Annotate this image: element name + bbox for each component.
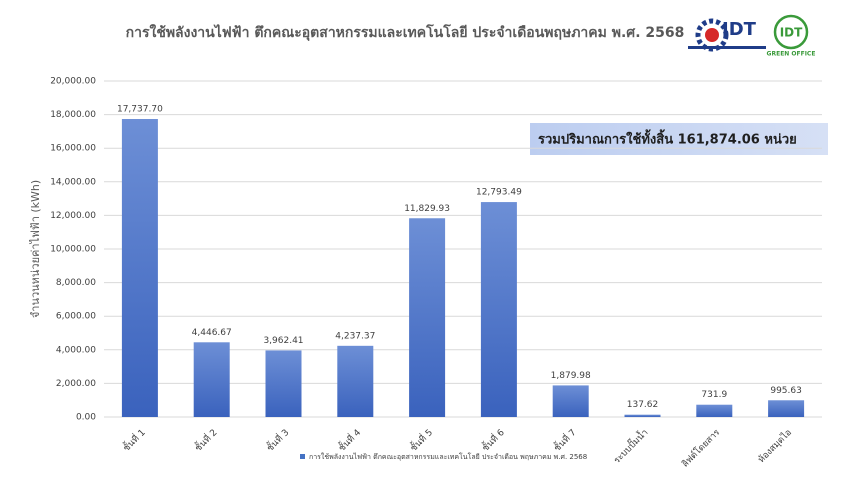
y-tick-label: 18,000.00: [50, 110, 96, 120]
x-tick-label: ชั้นที่ 6: [479, 426, 507, 454]
y-tick-label: 6,000.00: [56, 312, 96, 322]
x-tick-label: ชั้นที่ 5: [407, 426, 435, 454]
x-tick-label: ชั้นที่ 4: [335, 426, 363, 454]
value-label: 731.9: [701, 390, 727, 400]
annotation-box: [530, 123, 828, 155]
y-tick-label: 10,000.00: [50, 245, 96, 255]
value-label: 12,793.49: [476, 188, 522, 198]
x-tick-label: ลิฟต์โดยสาร: [679, 426, 722, 469]
y-tick-label: 4,000.00: [56, 345, 96, 355]
bar: [696, 404, 733, 417]
legend-swatch: [300, 454, 305, 459]
logo-idt: IDT: [688, 18, 766, 52]
bar: [409, 218, 446, 417]
logo-caption: GREEN OFFICE: [767, 51, 816, 58]
x-tick-label: ระบบปั๊มน้ำ: [610, 426, 650, 466]
logo-underline: [688, 46, 766, 49]
logo-green-office: IDT GREEN OFFICE: [767, 14, 816, 58]
logo-text: IDT: [780, 26, 803, 40]
y-tick-label: 14,000.00: [50, 177, 96, 187]
logo-circle: [773, 14, 809, 50]
bar: [552, 385, 589, 417]
value-label: 3,962.41: [263, 336, 303, 346]
y-tick-label: 12,000.00: [50, 211, 96, 221]
chart-title: การใช้พลังงานไฟฟ้า ตึกคณะอุตสาหกรรมและเท…: [126, 23, 685, 41]
bar: [624, 414, 661, 417]
y-axis-label: จำนวนหน่วยค่าไฟฟ้า (kWh): [29, 180, 42, 318]
value-label: 4,446.67: [192, 328, 232, 338]
x-tick-label: ชั้นที่ 7: [550, 426, 578, 454]
y-tick-label: 0.00: [76, 413, 96, 423]
x-tick-label: ชั้นที่ 2: [191, 426, 219, 454]
value-label: 11,829.93: [404, 204, 450, 214]
value-label: 995.63: [770, 386, 802, 396]
y-tick-label: 16,000.00: [50, 144, 96, 154]
bar: [265, 350, 302, 417]
value-label: 1,879.98: [551, 371, 591, 381]
logo-dot: [705, 28, 719, 42]
legend-label: การใช้พลังงานไฟฟ้า ตึกคณะอุตสาหกรรมและเท…: [309, 452, 587, 461]
bar: [121, 119, 158, 417]
annotation: รวมปริมาณการใช้ทั้งสิ้น 161,874.06 หน่วย: [538, 129, 797, 148]
x-tick-label: ชั้นที่ 3: [263, 426, 291, 454]
bar: [193, 342, 230, 417]
bar: [480, 202, 517, 417]
logo-text: IDT: [722, 19, 757, 40]
x-tick-label: ชั้นที่ 1: [120, 426, 148, 454]
bar: [768, 400, 805, 417]
y-tick-label: 2,000.00: [56, 379, 96, 389]
y-tick-label: 8,000.00: [56, 278, 96, 288]
value-label: 4,237.37: [335, 331, 375, 341]
bar: [337, 345, 374, 417]
value-label: 137.62: [627, 400, 659, 410]
x-tick-label: ห้องสมุดไอ: [756, 427, 794, 465]
y-tick-label: 20,000.00: [50, 77, 96, 87]
value-label: 17,737.70: [117, 105, 163, 115]
